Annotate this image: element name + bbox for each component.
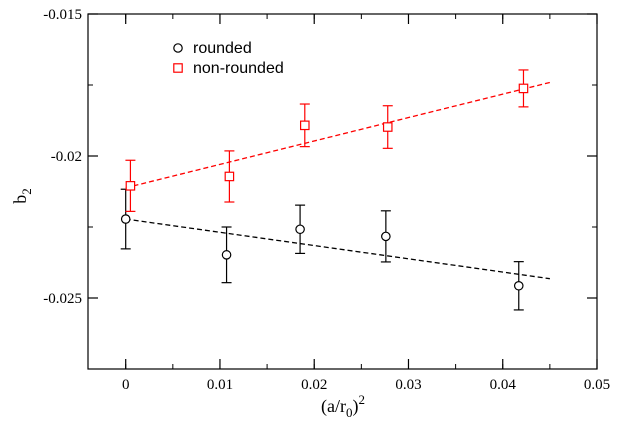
x-axis-label-sup: 2 (358, 392, 365, 407)
fit-line-non-rounded (125, 81, 551, 189)
y-tick-label: -0.015 (43, 7, 82, 23)
data-point-rounded (295, 224, 305, 235)
x-axis-label-sub: 0 (346, 405, 353, 420)
y-axis-label-base: b (10, 195, 30, 204)
data-point-rounded (381, 231, 391, 242)
plot-marks (120, 69, 551, 311)
legend: rounded non-rounded (173, 40, 284, 77)
y-axis-label: b2 (10, 188, 34, 204)
legend-label-non-rounded: non-rounded (193, 60, 284, 77)
data-point-non-rounded (125, 181, 136, 191)
legend-entry-non-rounded: non-rounded (173, 60, 284, 77)
legend-marker-rounded (173, 43, 183, 53)
x-axis-label: (a/r0)2 (321, 392, 365, 420)
data-point-rounded (221, 250, 232, 260)
x-tick-label: 0.01 (207, 377, 233, 393)
data-point-non-rounded (299, 120, 310, 131)
x-tick-label: 0.02 (301, 377, 327, 393)
series-rounded (120, 188, 550, 311)
x-tick-label: 0.03 (395, 377, 421, 393)
y-tick-label: -0.02 (51, 149, 82, 165)
legend-label-rounded: rounded (193, 40, 252, 57)
legend-marker-non-rounded (173, 63, 183, 73)
x-axis-label-base: (a/r (321, 396, 346, 417)
x-tick-label: 0.04 (490, 377, 517, 393)
data-point-non-rounded (224, 171, 235, 182)
x-tick-label: 0.05 (584, 377, 610, 393)
plot-frame (87, 13, 598, 370)
legend-entry-rounded: rounded (173, 40, 252, 57)
x-axis-label-close: ) (352, 396, 358, 417)
fit-line-rounded (125, 218, 550, 280)
data-point-non-rounded (382, 122, 393, 132)
y-axis-label-sub: 2 (19, 188, 34, 195)
x-tick-label: 0 (122, 377, 130, 393)
series-non-rounded (125, 69, 551, 212)
y-tick-label: -0.025 (43, 291, 82, 307)
data-point-rounded (120, 214, 131, 224)
data-point-non-rounded (518, 83, 529, 94)
data-point-rounded (513, 280, 524, 291)
axes: 0 0.01 0.02 0.03 0.04 0.05 -0.025 -0.02 -0.015 (43, 7, 610, 393)
